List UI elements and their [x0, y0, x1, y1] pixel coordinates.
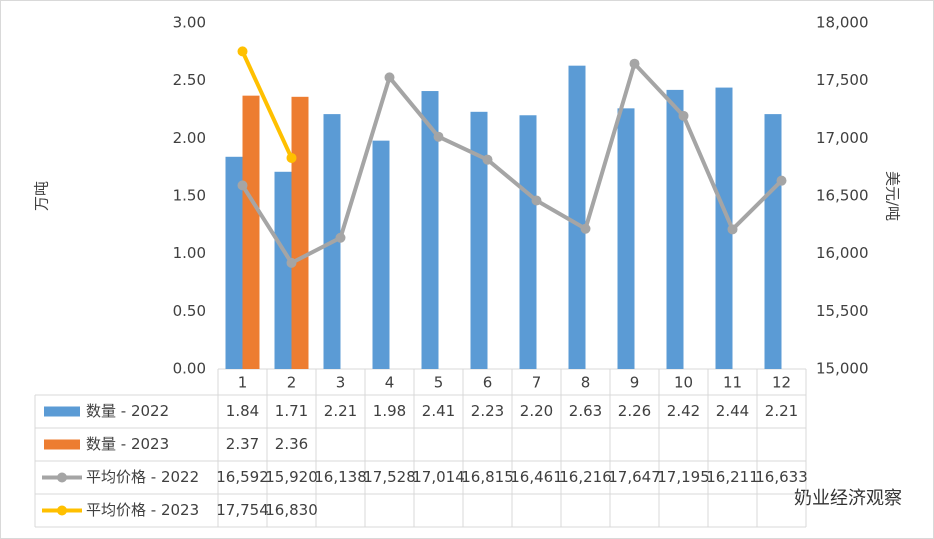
table-value: 1.84 — [226, 402, 259, 420]
table-value: 16,830 — [265, 501, 318, 519]
y2-tick-label: 17,000 — [816, 129, 869, 147]
line-marker — [727, 224, 738, 235]
line-marker — [678, 110, 689, 121]
y-axis-title: 万吨 — [33, 181, 51, 211]
table-value: 2.26 — [618, 402, 651, 420]
line-marker — [580, 223, 591, 234]
bar — [764, 114, 782, 369]
table-value: 16,633 — [755, 468, 808, 486]
table-value: 16,211 — [706, 468, 759, 486]
table-value: 2.42 — [667, 402, 700, 420]
bar — [421, 91, 439, 370]
table-value: 1.98 — [373, 402, 406, 420]
table-value: 2.23 — [471, 402, 504, 420]
x-tick-label: 11 — [723, 374, 742, 392]
watermark: 奶业经济观察 — [794, 488, 902, 509]
bar — [519, 115, 537, 370]
line-marker — [286, 257, 297, 268]
table-value: 17,754 — [216, 501, 269, 519]
line-marker — [286, 152, 297, 163]
legend-key — [57, 505, 67, 516]
x-tick-label: 10 — [674, 374, 693, 392]
line-marker — [629, 58, 640, 69]
x-tick-label: 2 — [287, 374, 297, 392]
line-marker — [335, 232, 346, 243]
x-tick-label: 5 — [434, 374, 444, 392]
y-tick-label: 3.00 — [173, 14, 206, 32]
bar — [715, 87, 733, 369]
y-tick-label: 1.00 — [173, 244, 206, 262]
line-marker — [776, 175, 787, 186]
table-value: 1.71 — [275, 402, 308, 420]
bar — [274, 171, 292, 369]
line-marker — [384, 72, 395, 83]
x-tick-label: 12 — [772, 374, 791, 392]
table-value: 16,592 — [216, 468, 269, 486]
line-marker — [237, 180, 248, 191]
y2-tick-label: 17,500 — [816, 71, 869, 89]
table-value: 16,461 — [510, 468, 563, 486]
table-value: 2.36 — [275, 435, 308, 453]
x-tick-label: 7 — [532, 374, 542, 392]
x-tick-label: 9 — [630, 374, 640, 392]
table-value: 17,528 — [363, 468, 416, 486]
table-value: 2.44 — [716, 402, 749, 420]
x-tick-label: 4 — [385, 374, 395, 392]
y2-axis-title: 美元/吨 — [884, 171, 902, 221]
line-marker — [433, 131, 444, 142]
y2-tick-label: 15,000 — [816, 360, 869, 378]
table-value: 2.41 — [422, 402, 455, 420]
bar — [242, 95, 260, 369]
table-value: 16,138 — [314, 468, 367, 486]
legend-key — [57, 472, 67, 483]
table-value: 2.37 — [226, 435, 259, 453]
bar — [666, 89, 684, 369]
y-tick-label: 0.50 — [173, 302, 206, 320]
line-marker — [531, 195, 542, 206]
y2-tick-label: 18,000 — [816, 14, 869, 32]
line-marker — [237, 46, 248, 57]
table-value: 17,647 — [608, 468, 661, 486]
y2-tick-label: 15,500 — [816, 302, 869, 320]
table-value: 15,920 — [265, 468, 318, 486]
legend-key — [44, 406, 80, 417]
bar — [470, 111, 488, 369]
line — [240, 61, 783, 265]
x-tick-label: 1 — [238, 374, 248, 392]
legend-label: 数量 - 2023 — [86, 435, 169, 453]
table-value: 17,195 — [657, 468, 710, 486]
table-value: 17,014 — [412, 468, 465, 486]
bar — [617, 108, 635, 369]
bar — [568, 65, 586, 369]
y-tick-label: 2.00 — [173, 129, 206, 147]
legend-label: 平均价格 - 2023 — [86, 501, 199, 519]
table-value: 2.21 — [765, 402, 798, 420]
table-value: 2.21 — [324, 402, 357, 420]
x-tick-label: 6 — [483, 374, 493, 392]
y-tick-label: 2.50 — [173, 71, 206, 89]
bar — [291, 96, 309, 370]
x-tick-label: 3 — [336, 374, 346, 392]
legend-key — [44, 439, 80, 450]
line — [240, 50, 294, 159]
table-value: 16,815 — [461, 468, 514, 486]
bar — [372, 140, 390, 369]
legend-label: 平均价格 - 2022 — [86, 468, 199, 486]
table-value: 16,216 — [559, 468, 612, 486]
y-tick-label: 1.50 — [173, 187, 206, 205]
line-marker — [482, 154, 493, 165]
x-tick-label: 8 — [581, 374, 591, 392]
bar — [225, 156, 243, 369]
table-value: 2.20 — [520, 402, 553, 420]
legend-label: 数量 - 2022 — [86, 402, 169, 420]
y-tick-label: 0.00 — [173, 360, 206, 378]
table-value: 2.63 — [569, 402, 602, 420]
y2-tick-label: 16,500 — [816, 187, 869, 205]
y2-tick-label: 16,000 — [816, 244, 869, 262]
